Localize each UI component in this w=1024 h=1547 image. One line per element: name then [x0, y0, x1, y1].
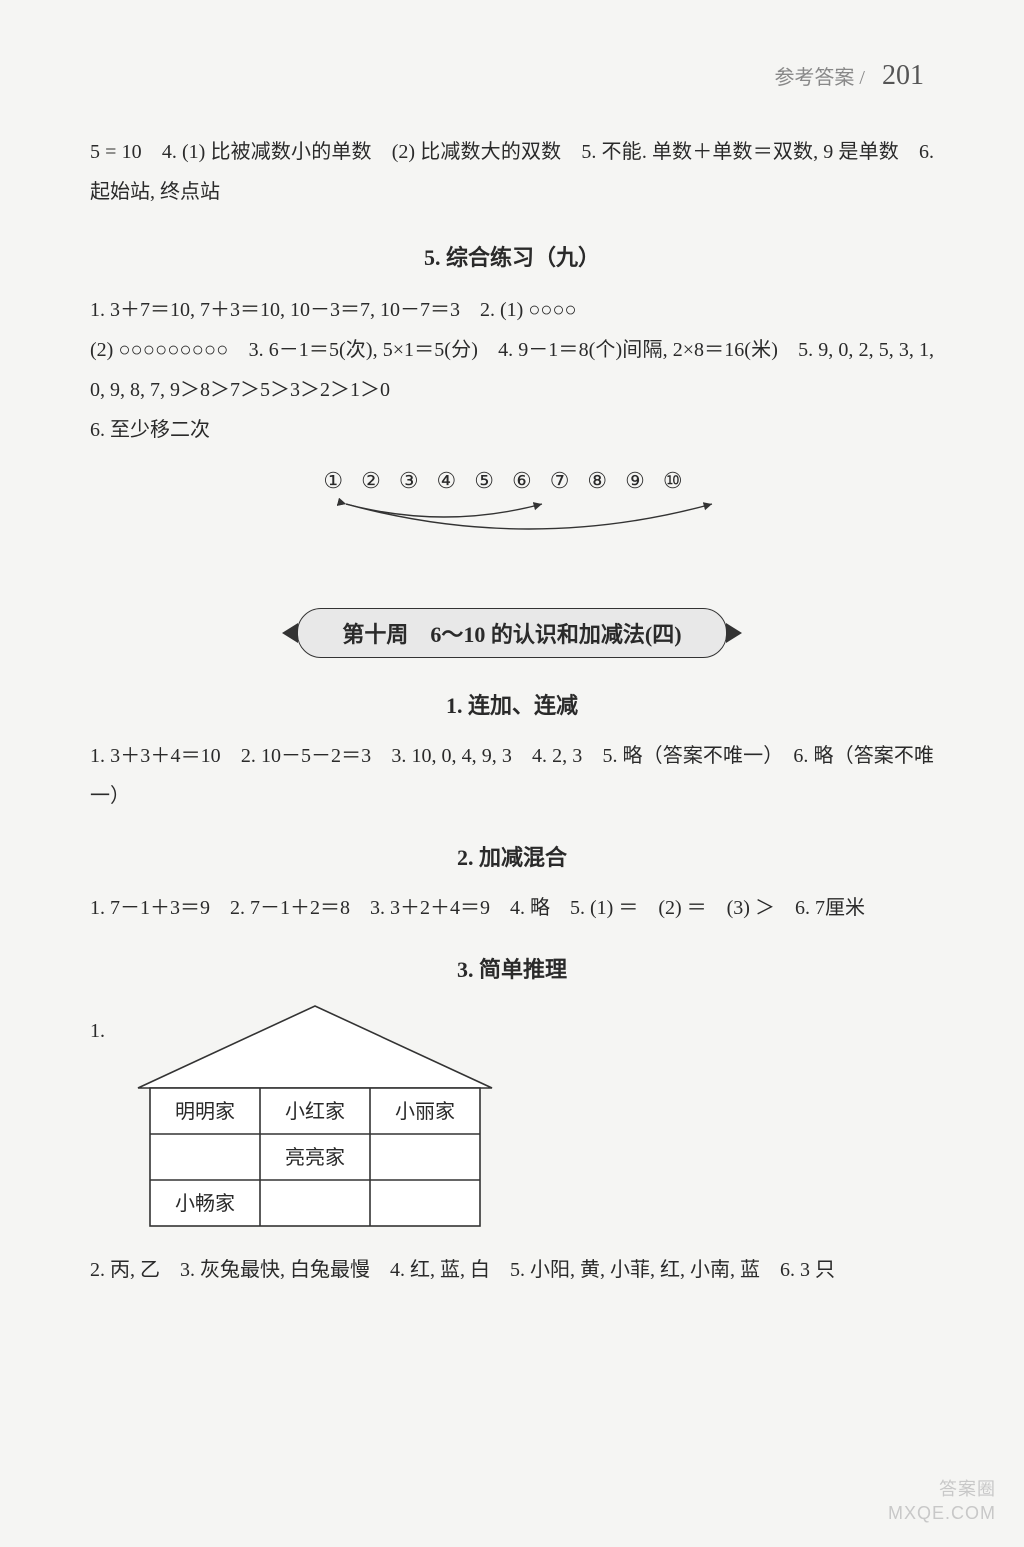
sub2-title: 2. 加减混合 — [90, 840, 934, 872]
q1-label: 1. — [90, 1000, 105, 1043]
sub2-text: 1. 7－1＋3＝9 2. 7－1＋2＝8 3. 3＋2＋4＝9 4. 略 5.… — [90, 888, 934, 928]
section-5-line1: 1. 3＋7＝10, 7＋3＝10, 10－3＝7, 10－7＝3 2. (1)… — [90, 290, 934, 330]
svg-text:亮亮家: 亮亮家 — [285, 1146, 345, 1169]
svg-text:小畅家: 小畅家 — [175, 1192, 235, 1215]
circled-numbers-row: ①②③④⑤⑥⑦⑧⑨⑩ — [90, 468, 934, 494]
watermark-line1: 答案圈 — [888, 1478, 996, 1501]
move-curves-diagram — [282, 498, 742, 568]
section-5-title: 5. 综合练习（九） — [90, 240, 934, 272]
top-paragraph: 5 = 10 4. (1) 比被减数小的单数 (2) 比减数大的双数 5. 不能… — [90, 132, 934, 212]
house-diagram: 明明家 小红家 小丽家亮亮家小畅家 — [135, 1000, 495, 1230]
week-banner: 第十周 6～10 的认识和加减法(四) — [297, 608, 726, 658]
svg-text:小红家: 小红家 — [285, 1100, 345, 1123]
section-5-line2: (2) ○○○○○○○○○ 3. 6－1＝5(次), 5×1＝5(分) 4. 9… — [90, 330, 934, 410]
watermark-line2: MXQE.COM — [888, 1502, 996, 1525]
sub3-rest: 2. 丙, 乙 3. 灰兔最快, 白兔最慢 4. 红, 蓝, 白 5. 小阳, … — [90, 1250, 934, 1290]
sub1-text: 1. 3＋3＋4＝10 2. 10－5－2＝3 3. 10, 0, 4, 9, … — [90, 736, 934, 816]
header-label: 参考答案 / — [774, 67, 865, 89]
watermark: 答案圈 MXQE.COM — [888, 1478, 996, 1525]
svg-text:小丽家: 小丽家 — [395, 1100, 455, 1123]
section-5-line3: 6. 至少移二次 — [90, 410, 934, 450]
sub1-title: 1. 连加、连减 — [90, 688, 934, 720]
sub3-title: 3. 简单推理 — [90, 952, 934, 984]
week-banner-wrap: 第十周 6～10 的认识和加减法(四) — [90, 608, 934, 658]
svg-text:明明家: 明明家 — [175, 1100, 235, 1123]
house-block: 1. 明明家 小红家 小丽家亮亮家小畅家 — [90, 1000, 934, 1230]
page-header: 参考答案 / 201 — [90, 60, 934, 92]
page-number: 201 — [882, 60, 924, 91]
